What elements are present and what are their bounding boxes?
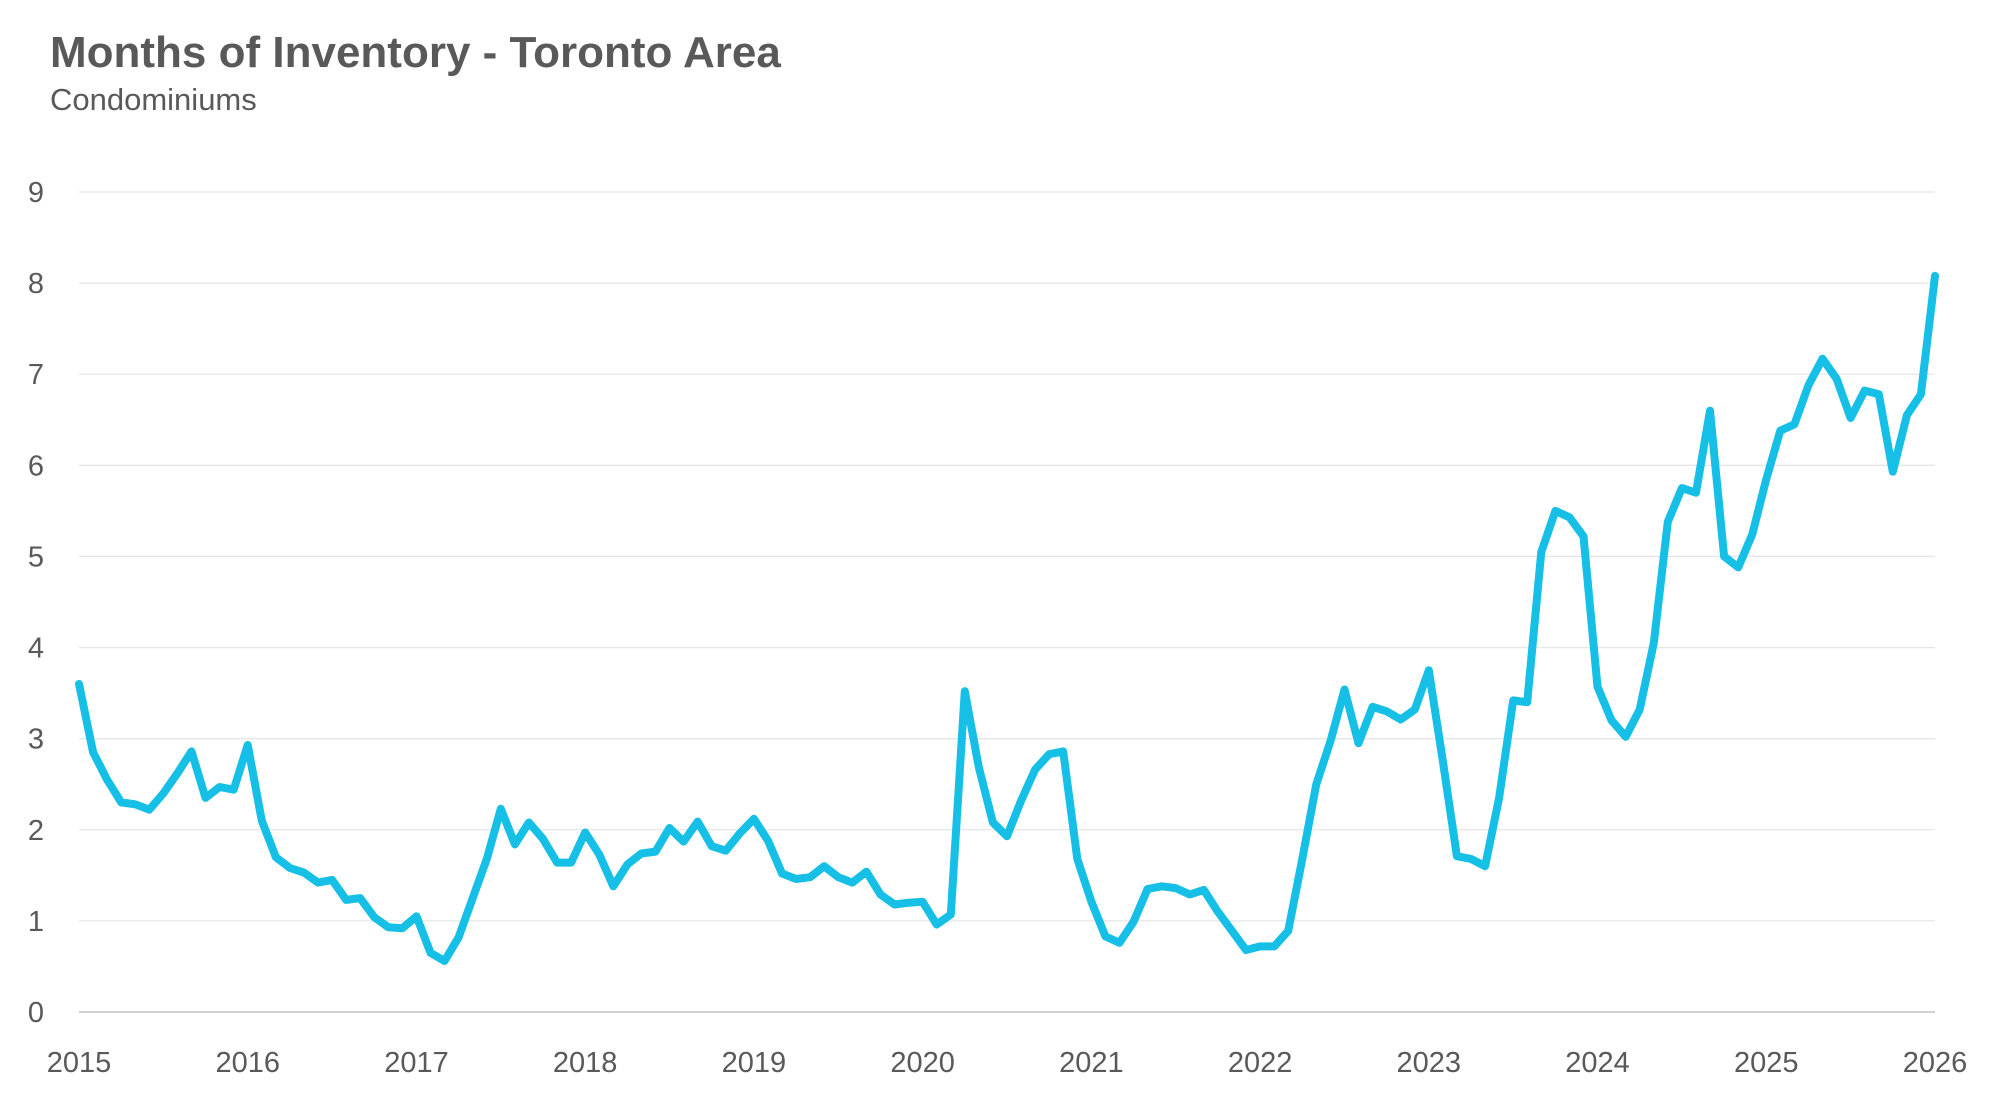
chart-subtitle: Condominiums	[50, 82, 257, 117]
y-tick-label: 7	[28, 359, 44, 391]
x-tick-label: 2020	[890, 1047, 955, 1079]
x-tick-label: 2017	[384, 1047, 449, 1079]
y-tick-label: 8	[28, 268, 44, 300]
x-tick-label: 2016	[215, 1047, 280, 1079]
x-tick-label: 2021	[1059, 1047, 1124, 1079]
y-tick-label: 9	[28, 177, 44, 209]
x-tick-label: 2022	[1228, 1047, 1293, 1079]
x-tick-label: 2015	[47, 1047, 112, 1079]
y-tick-label: 0	[28, 997, 44, 1029]
y-tick-label: 6	[28, 450, 44, 482]
y-tick-label: 5	[28, 541, 44, 573]
x-tick-label: 2024	[1565, 1047, 1630, 1079]
x-axis-tick-labels: 2015 2016 2017 2018 2019 2020 2021 2022 2023 2024…	[47, 1047, 1968, 1079]
y-tick-label: 3	[28, 724, 44, 756]
chart-title: Months of Inventory - Toronto Area	[50, 28, 781, 77]
x-tick-label: 2018	[553, 1047, 618, 1079]
x-tick-label: 2026	[1903, 1047, 1968, 1079]
y-axis-tick-labels: 0 1 2 3 4 5 6 7 8 9	[28, 177, 44, 1029]
x-tick-label: 2019	[722, 1047, 787, 1079]
y-tick-label: 2	[28, 815, 44, 847]
x-tick-label: 2023	[1397, 1047, 1462, 1079]
x-tick-label: 2025	[1734, 1047, 1799, 1079]
series-line-condominiums	[75, 271, 1939, 965]
series-lines	[75, 271, 1939, 965]
y-tick-label: 4	[28, 633, 44, 665]
y-tick-label: 1	[28, 906, 44, 938]
